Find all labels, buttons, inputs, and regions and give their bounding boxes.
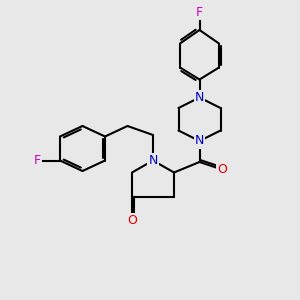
Text: O: O [217, 163, 227, 176]
Text: O: O [127, 214, 137, 227]
Text: N: N [195, 134, 204, 148]
Text: N: N [195, 91, 204, 104]
Text: F: F [196, 5, 203, 19]
Text: N: N [148, 154, 158, 167]
Text: F: F [34, 154, 41, 167]
